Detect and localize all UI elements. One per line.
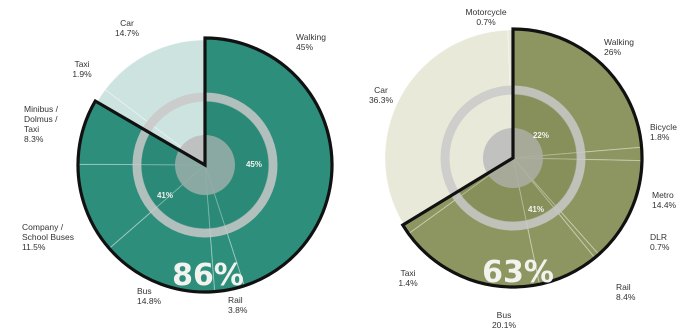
label-rail-line: 3.8% [228, 305, 248, 315]
label-dlr-line: 0.7% [650, 242, 670, 252]
label-company-school-buses-line: Company / [22, 222, 64, 232]
label-walking: Walking 26% [604, 37, 634, 57]
inner-transit-share: 41% [157, 191, 173, 200]
inner-walking-share: 22% [533, 131, 549, 140]
pie-chart-1: 86%45%41%Walking 45%Rail 3.8%Bus 14.8%Compa… [22, 18, 334, 315]
label-rail-line: Rail [616, 282, 631, 292]
label-bus-line: 20.1% [492, 320, 517, 330]
inner-transit-share: 41% [528, 205, 544, 214]
label-motorcycle-line: Motorcycle [465, 7, 506, 17]
slice-car [104, 39, 206, 167]
label-motorcycle: Motorcycle 0.7% [465, 7, 506, 27]
label-rail: Rail 8.4% [616, 282, 636, 302]
label-rail-line: Rail [228, 295, 243, 305]
label-minibus-dolmus-taxi-line: Taxi [24, 124, 39, 134]
label-car: Car 14.7% [115, 18, 140, 38]
label-walking-line: 45% [296, 42, 313, 52]
label-taxi: Taxi 1.9% [72, 59, 92, 79]
label-bus-line: Bus [497, 310, 512, 320]
label-walking-line: 26% [604, 47, 621, 57]
label-taxi-line: 1.4% [398, 278, 418, 288]
label-metro-line: Metro [652, 190, 674, 200]
share-outline [400, 27, 644, 289]
label-car-line: 14.7% [115, 28, 140, 38]
label-bus-line: Bus [137, 286, 152, 296]
label-bicycle: Bicycle 1.8% [650, 122, 677, 142]
label-metro-line: 14.4% [652, 200, 677, 210]
label-minibus-dolmus-taxi: Minibus / Dolmus / Taxi 8.3% [24, 104, 59, 144]
label-dlr: DLR 0.7% [650, 232, 670, 252]
share-outline [76, 36, 334, 294]
label-bus: Bus 20.1% [492, 310, 517, 330]
label-rail-line: 8.4% [616, 292, 636, 302]
label-minibus-dolmus-taxi-line: 8.3% [24, 134, 44, 144]
label-company-school-buses-line: 11.5% [22, 242, 46, 252]
label-car-line: Car [374, 85, 388, 95]
label-taxi-line: 1.9% [72, 69, 92, 79]
label-motorcycle-line: 0.7% [476, 17, 496, 27]
label-minibus-dolmus-taxi-line: Dolmus / [24, 114, 58, 124]
label-taxi: Taxi 1.4% [398, 268, 418, 288]
label-walking: Walking 45% [296, 32, 326, 52]
label-bicycle-line: Bicycle [650, 122, 677, 132]
label-bus-line: 14.8% [137, 296, 162, 306]
label-dlr-line: DLR [650, 232, 667, 242]
label-car-line: Car [120, 18, 134, 28]
label-walking-line: Walking [604, 37, 634, 47]
pie-chart-2: 63% 22% 41% Walking 26% Bicycle 1.8% Metro 14.4%… [369, 7, 677, 330]
label-minibus-dolmus-taxi-line: Minibus / [24, 104, 59, 114]
label-company-school-buses: Company / School Buses 11.5% [22, 222, 74, 252]
share-percent-label: 63% [482, 255, 554, 290]
label-rail: Rail 3.8% [228, 295, 248, 315]
inner-share-tint [458, 94, 577, 222]
label-taxi-line: Taxi [74, 59, 89, 69]
label-taxi-line: Taxi [400, 268, 415, 278]
label-bus: Bus 14.8% [137, 286, 162, 306]
label-walking-line: Walking [296, 32, 326, 42]
label-metro: Metro 14.4% [652, 190, 677, 210]
share-percent-label: 86% [172, 258, 244, 293]
label-company-school-buses-line: School Buses [22, 232, 74, 242]
inner-walking-share: 45% [246, 160, 262, 169]
label-car: Car 36.3% [369, 85, 394, 105]
label-car-line: 36.3% [369, 95, 394, 105]
label-bicycle-line: 1.8% [650, 132, 670, 142]
